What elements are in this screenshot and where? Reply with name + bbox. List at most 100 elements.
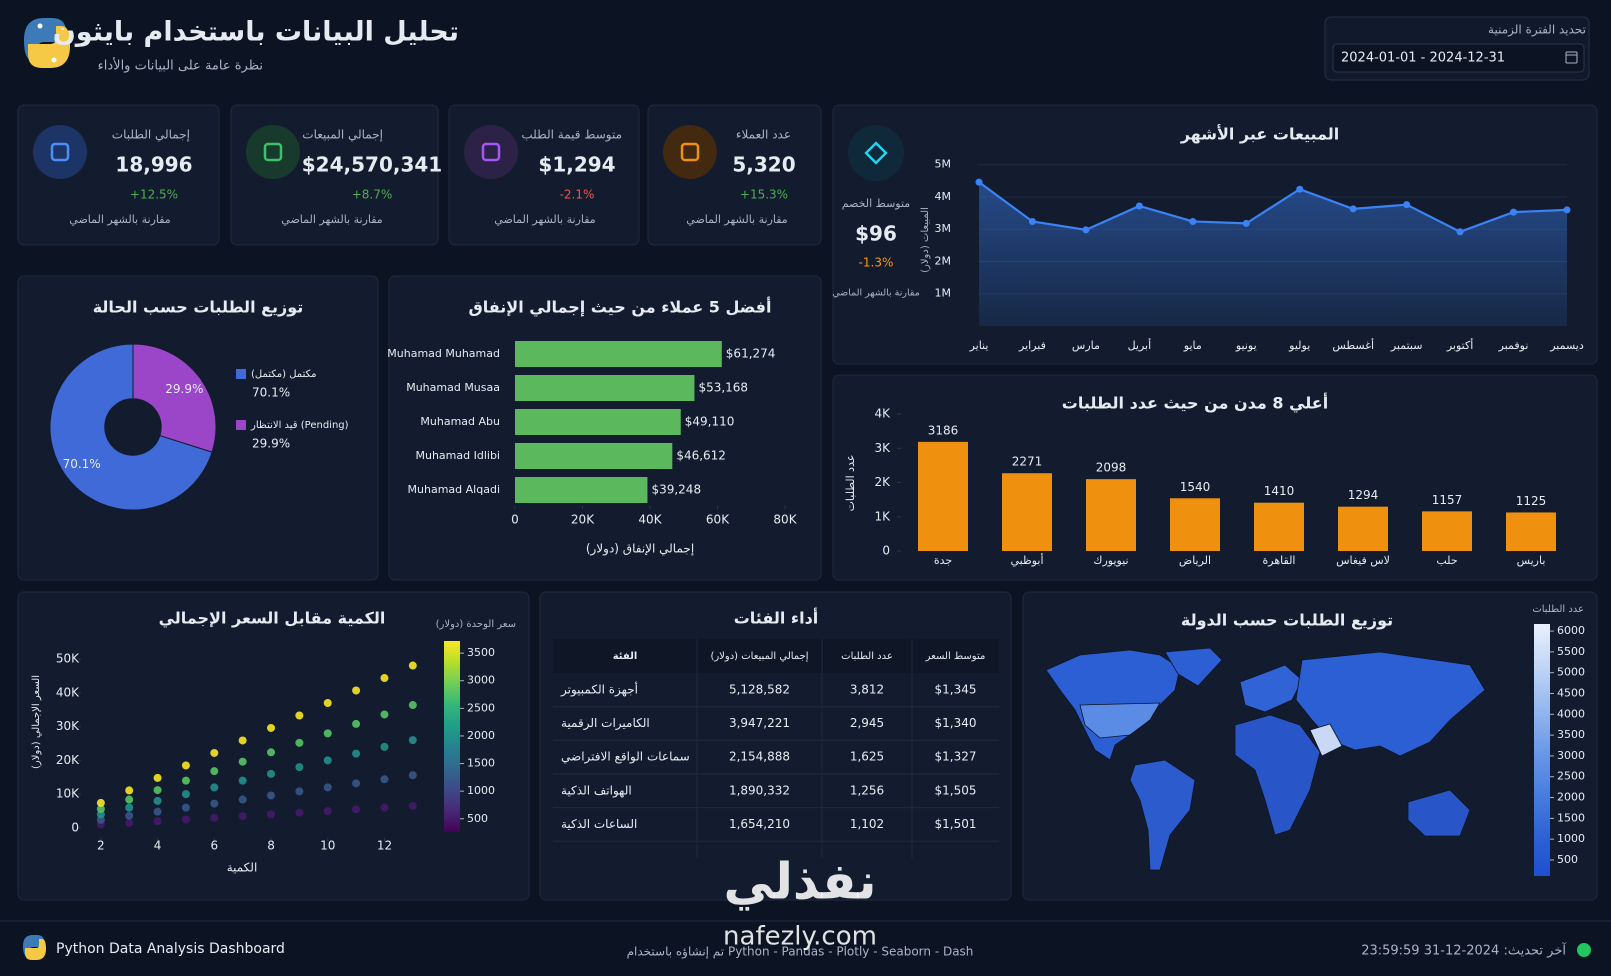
kpi-note: مقارنة بالشهر الماضي xyxy=(686,213,788,226)
footer-right: آخر تحديث: 2024-12-31 23:59:59 xyxy=(1361,942,1567,959)
scatter-panel xyxy=(17,591,530,901)
colorbar-tick-label: 1000 xyxy=(1557,832,1585,845)
chart-title: أفضل 5 عملاء من حيث إجمالي الإنفاق xyxy=(468,297,771,318)
bar xyxy=(1338,506,1388,551)
x-axis-title: إجمالي الإنفاق (دولار) xyxy=(586,542,694,557)
legend-value: 70.1% xyxy=(252,386,290,400)
marker xyxy=(1082,226,1090,234)
world-map xyxy=(1045,647,1486,871)
kpi-icon-glyph xyxy=(50,142,70,162)
table-cell: $1,345 xyxy=(935,683,977,697)
marker xyxy=(975,178,983,186)
x-tick-label: الرياض xyxy=(1179,554,1211,567)
scatter-point xyxy=(352,719,361,728)
bar xyxy=(1086,479,1136,551)
scatter-point xyxy=(125,803,134,812)
kpi-icon-glyph xyxy=(481,142,501,162)
marker xyxy=(1028,217,1036,225)
scatter-point xyxy=(267,748,276,757)
scatter-point xyxy=(352,686,361,695)
legend-swatch xyxy=(236,369,246,379)
x-tick-label: 8 xyxy=(267,839,275,853)
scatter-point xyxy=(125,818,134,827)
scatter-point xyxy=(210,799,219,808)
date-label: تحديد الفترة الزمنية xyxy=(1488,23,1586,38)
table-cell: $1,327 xyxy=(935,750,977,764)
discount-value: $96 xyxy=(855,222,897,246)
scatter-point xyxy=(323,756,332,765)
table-cell: 1,890,332 xyxy=(729,783,790,797)
value-label: $49,110 xyxy=(685,415,735,429)
scatter-point xyxy=(238,757,247,766)
colorbar-tick-label: 6000 xyxy=(1557,624,1585,637)
scatter-point xyxy=(267,723,276,732)
marker xyxy=(1403,201,1411,209)
kpi-icon xyxy=(33,125,87,179)
y-tick-label: Muhamad Musaa xyxy=(406,381,500,394)
y-tick-label: 0 xyxy=(71,820,79,834)
line xyxy=(978,181,1568,233)
scatter-point xyxy=(125,795,134,804)
value-label: 1294 xyxy=(1348,488,1379,502)
page-subtitle: نظرة عامة على البيانات والأداء xyxy=(98,57,263,74)
x-tick-label: 4 xyxy=(154,839,162,853)
scatter-point xyxy=(238,776,247,785)
legend-swatch xyxy=(236,420,246,430)
y-tick-label: Muhamad Alqadi xyxy=(408,483,500,496)
bar xyxy=(515,443,673,469)
scatter-point xyxy=(125,786,134,795)
value-label: 2271 xyxy=(1012,455,1043,469)
colorbar-tick-label: 3500 xyxy=(467,646,495,659)
status-dot xyxy=(1577,943,1591,957)
x-tick-label: 2 xyxy=(97,839,105,853)
colorbar-tick-label: 5500 xyxy=(1557,645,1585,658)
discount-label: متوسط الخصم xyxy=(842,197,911,210)
colorbar-tick-label: 1000 xyxy=(467,784,495,797)
discount-change: -1.3% xyxy=(859,256,894,270)
table-cell: $1,501 xyxy=(935,817,977,831)
kpi-change: +15.3% xyxy=(740,188,788,202)
y-tick-label: 4K xyxy=(874,407,891,421)
x-tick-label: 20K xyxy=(571,513,595,527)
kpi-value: $1,294 xyxy=(538,153,615,177)
colorbar-tick-label: 3000 xyxy=(467,674,495,687)
scatter-point xyxy=(210,783,219,792)
marker xyxy=(1510,208,1518,216)
x-tick-label: ديسمبر xyxy=(1549,339,1584,352)
chart-title: المبيعات عبر الأشهر xyxy=(1180,125,1340,144)
value-label: 1410 xyxy=(1264,484,1295,498)
bar xyxy=(1002,473,1052,551)
date-input[interactable] xyxy=(1332,43,1585,73)
marker xyxy=(1456,228,1464,236)
x-tick-label: 6 xyxy=(210,839,218,853)
kpi-change: +12.5% xyxy=(130,188,178,202)
table-cell: الهواتف الذكية xyxy=(561,783,632,798)
chart-title: توزيع الطلبات حسب الدولة xyxy=(1181,611,1393,630)
marker xyxy=(1189,217,1197,225)
table-header: الفئة xyxy=(613,651,638,662)
table-cell: 2,154,888 xyxy=(729,750,790,764)
x-tick-label: باريس xyxy=(1517,554,1546,567)
table-cell: 1,625 xyxy=(850,750,884,764)
colorbar-tick-label: 500 xyxy=(1557,853,1578,866)
x-tick-label: نيويورك xyxy=(1093,554,1128,567)
scatter-point xyxy=(323,729,332,738)
table-cell: 3,812 xyxy=(850,683,884,697)
colorbar-tick-label: 2000 xyxy=(1557,791,1585,804)
bar xyxy=(1254,502,1304,551)
scatter-point xyxy=(380,775,389,784)
value-label: $39,248 xyxy=(651,483,701,497)
kpi-icon xyxy=(464,125,518,179)
kpi-value: 5,320 xyxy=(732,153,795,177)
kpi-label: إجمالي المبيعات xyxy=(302,128,383,142)
y-tick-label: 3K xyxy=(874,441,891,455)
date-range[interactable]: 2024-01-01 - 2024-12-31 xyxy=(1341,51,1505,66)
scatter-point xyxy=(96,798,105,807)
x-tick-label: حلب xyxy=(1436,554,1457,567)
scatter-point xyxy=(238,795,247,804)
scatter-point xyxy=(323,783,332,792)
x-tick-label: مايو xyxy=(1183,339,1202,352)
bar xyxy=(1170,498,1220,551)
value-label: $61,274 xyxy=(726,347,776,361)
